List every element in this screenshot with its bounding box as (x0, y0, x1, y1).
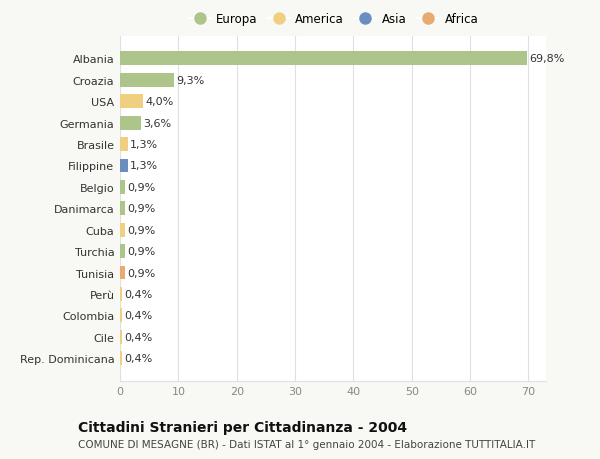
Bar (120, 159, 128, 173)
Bar (120, 74, 174, 88)
Text: 0,4%: 0,4% (125, 289, 153, 299)
Bar (120, 117, 141, 130)
Bar (120, 309, 122, 323)
Text: 0,4%: 0,4% (125, 353, 153, 364)
Text: 1,3%: 1,3% (130, 140, 158, 150)
Text: 9,3%: 9,3% (176, 76, 205, 86)
Text: 0,9%: 0,9% (128, 268, 156, 278)
Text: 0,9%: 0,9% (128, 225, 156, 235)
Text: 1,3%: 1,3% (130, 161, 158, 171)
Text: 69,8%: 69,8% (530, 54, 565, 64)
Bar (120, 287, 122, 301)
Bar (120, 202, 125, 216)
Text: Cittadini Stranieri per Cittadinanza - 2004: Cittadini Stranieri per Cittadinanza - 2… (78, 420, 407, 434)
Legend: Europa, America, Asia, Africa: Europa, America, Asia, Africa (183, 8, 483, 31)
Text: 0,9%: 0,9% (128, 246, 156, 257)
Bar (120, 352, 122, 365)
Text: 0,4%: 0,4% (125, 332, 153, 342)
Text: 3,6%: 3,6% (143, 118, 172, 129)
Bar (120, 266, 125, 280)
Text: 0,4%: 0,4% (125, 311, 153, 321)
Bar (120, 245, 125, 258)
Bar (120, 138, 128, 152)
Bar (120, 52, 527, 66)
Bar (120, 95, 143, 109)
Bar (120, 180, 125, 195)
Bar (120, 223, 125, 237)
Text: 0,9%: 0,9% (128, 183, 156, 192)
Bar (120, 330, 122, 344)
Text: 4,0%: 4,0% (146, 97, 174, 107)
Text: 0,9%: 0,9% (128, 204, 156, 214)
Text: COMUNE DI MESAGNE (BR) - Dati ISTAT al 1° gennaio 2004 - Elaborazione TUTTITALIA: COMUNE DI MESAGNE (BR) - Dati ISTAT al 1… (78, 439, 535, 449)
